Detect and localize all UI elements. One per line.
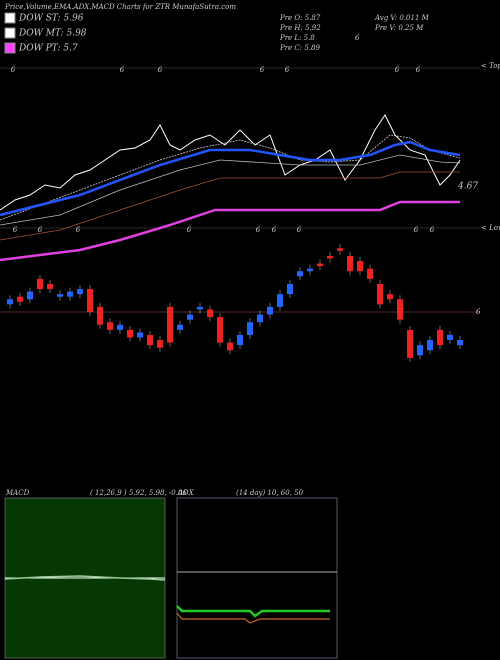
- peak-label: 6: [260, 66, 265, 74]
- candle-body: [47, 283, 53, 290]
- peak-label: 6: [395, 66, 400, 74]
- candle-body: [447, 334, 453, 341]
- candles: [7, 244, 463, 362]
- peak-label: 6: [11, 66, 16, 74]
- legend-swatch: [4, 12, 16, 24]
- macd-signal: [4, 575, 166, 581]
- candle-body: [7, 299, 13, 305]
- peak-label: 6: [416, 66, 421, 74]
- legend-swatch: [4, 42, 16, 54]
- candle-body: [217, 317, 223, 343]
- candle-body: [27, 291, 33, 300]
- adx-params: (14 day) 10, 60, 50: [236, 489, 304, 497]
- info: Pre O: 5.87 Pre H: 5.92 Pre L: 5.8 Pre C: 5…: [279, 14, 430, 52]
- legend-label: DOW ST: 5.96: [18, 14, 84, 24]
- candle-body: [277, 294, 283, 307]
- candle-body: [177, 324, 183, 330]
- candle-body: [377, 283, 383, 305]
- candle-body: [67, 291, 73, 297]
- peak-label: 6: [120, 66, 125, 74]
- peak-label: 6: [297, 226, 302, 234]
- candle-body: [227, 342, 233, 351]
- macd-params: ( 12,26,9 ) 5.92, 5.98, -0.06: [90, 489, 187, 497]
- lows-label: < Lows: [481, 224, 500, 232]
- peak-label: 6: [187, 226, 192, 234]
- candle-body: [457, 340, 463, 346]
- macd-label: MACD: [5, 489, 30, 497]
- candle-body: [117, 324, 123, 330]
- info-text: Pre L: 5.8: [279, 34, 315, 42]
- candle-body: [17, 296, 23, 302]
- chart-title: Price,Volume,EMA,ADX,MACD Charts for ZTR…: [4, 3, 236, 11]
- candle-body: [97, 306, 103, 325]
- candle-body: [37, 278, 43, 290]
- candle-body: [77, 289, 83, 295]
- peak-label: 6: [158, 66, 163, 74]
- adx-plus: [176, 605, 330, 618]
- peak-labels: 6 6 6 6 6 6 6 6 6 6 6 6 6 6 6 6: [11, 66, 435, 234]
- info-text: 6: [355, 34, 360, 42]
- candle-body: [287, 283, 293, 295]
- candle-body: [187, 314, 193, 320]
- candle-body: [237, 334, 243, 346]
- candle-body: [397, 299, 403, 320]
- candle-body: [347, 255, 353, 272]
- dow-pt-line: [0, 200, 460, 262]
- info-text: Pre C: 5.89: [279, 44, 320, 52]
- candle-body: [367, 268, 373, 279]
- adx-minus: [176, 612, 330, 624]
- candle-body: [87, 289, 93, 312]
- info-text: Pre O: 5.87: [279, 14, 321, 22]
- adx-label: ADX: [177, 489, 195, 497]
- ema-long: [0, 154, 461, 226]
- peak-label: 6: [256, 226, 261, 234]
- candle-body: [407, 329, 413, 358]
- candle-body: [127, 329, 133, 338]
- peak-label: 6: [76, 226, 81, 234]
- candle-body: [257, 314, 263, 323]
- candle-body: [357, 261, 363, 272]
- peak-label: 6: [38, 226, 43, 234]
- peak-label: 6: [414, 226, 419, 234]
- candle-body: [427, 340, 433, 351]
- price-label: 6: [476, 308, 481, 316]
- candle-body: [437, 329, 443, 346]
- candle-body: [167, 306, 173, 343]
- info-text: Pre H: 5.92: [279, 24, 321, 32]
- candle-body: [247, 322, 253, 335]
- adx-panel: [176, 497, 338, 659]
- candle-body: [147, 334, 153, 346]
- candle-body: [317, 263, 323, 267]
- tops-label: < Tops: [481, 62, 500, 70]
- price-line-white: [0, 114, 461, 211]
- info-text: Pre V: 0.25 M: [374, 24, 424, 32]
- candle-body: [57, 294, 63, 297]
- ema-label: 4.67: [457, 182, 478, 192]
- peak-label: 6: [430, 226, 435, 234]
- candle-body: [387, 294, 393, 300]
- ema-short: [0, 134, 461, 221]
- candle-body: [417, 345, 423, 356]
- candle-body: [207, 309, 213, 318]
- candle-body: [137, 332, 143, 338]
- legend-swatch: [4, 27, 16, 39]
- candle-body: [327, 255, 333, 259]
- info-text: Avg V: 0.011 M: [374, 14, 430, 22]
- peak-label: 6: [13, 226, 18, 234]
- ema-brown: [0, 171, 460, 241]
- candle-body: [107, 322, 113, 330]
- candle-body: [197, 306, 203, 310]
- candle-body: [307, 268, 313, 272]
- candle-body: [157, 340, 163, 348]
- ema-mid: [0, 140, 461, 217]
- legend-label: DOW PT: 5.7: [18, 44, 78, 54]
- legend-label: DOW MT: 5.98: [18, 29, 87, 39]
- candle-body: [337, 248, 343, 251]
- candle-body: [267, 306, 273, 315]
- peak-label: 6: [285, 66, 290, 74]
- candle-body: [297, 271, 303, 277]
- legend: DOW ST: 5.96 DOW MT: 5.98 DOW PT: 5.7: [4, 12, 87, 54]
- peak-label: 6: [272, 226, 277, 234]
